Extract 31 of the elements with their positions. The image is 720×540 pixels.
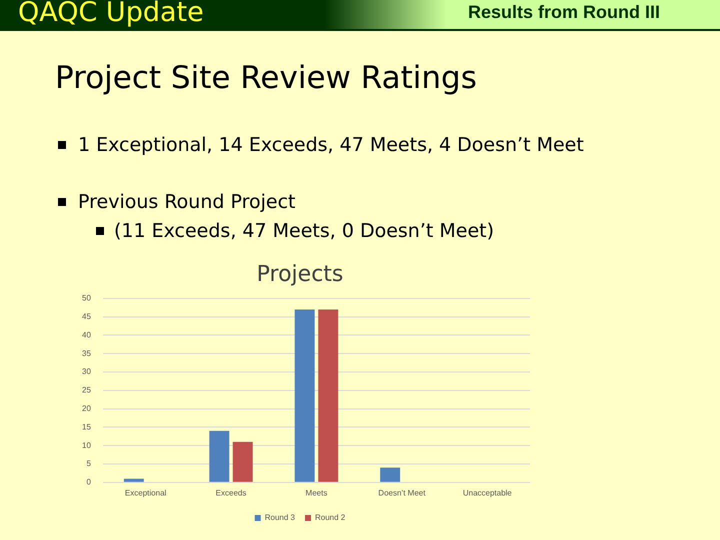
text: QAQC Update bbox=[18, 0, 204, 28]
y-tick-label: 0 bbox=[86, 478, 92, 487]
chart-title: Projects bbox=[256, 262, 344, 287]
y-tick-label: 35 bbox=[82, 348, 92, 358]
bar bbox=[209, 430, 230, 482]
x-tick-label: Doesn’t Meet bbox=[378, 488, 426, 498]
legend-label: Round 3 bbox=[264, 513, 296, 522]
text: Results from Round III bbox=[468, 2, 660, 23]
text: 1 Exceptional, 14 Exceeds, 47 Meets, 4 Doesn’t Meet bbox=[78, 134, 584, 156]
bar bbox=[318, 309, 338, 482]
y-tick-label: 25 bbox=[82, 386, 92, 395]
x-tick-label: Exceptional bbox=[124, 488, 167, 498]
bar bbox=[294, 309, 315, 482]
y-tick-label: 20 bbox=[82, 404, 92, 414]
x-tick-label: Meets bbox=[306, 488, 328, 498]
y-tick-label: 15 bbox=[82, 422, 92, 432]
bar bbox=[380, 468, 400, 482]
x-tick-label: Unacceptable bbox=[462, 488, 512, 498]
legend-label: Round 2 bbox=[315, 513, 346, 522]
bar bbox=[124, 478, 144, 482]
y-tick-label: 50 bbox=[82, 294, 92, 303]
bar bbox=[232, 442, 253, 482]
text: (11 Exceeds, 47 Meets, 0 Doesn’t Meet) bbox=[114, 220, 494, 242]
y-tick-label: 45 bbox=[82, 312, 92, 322]
y-tick-label: 40 bbox=[82, 330, 92, 340]
text: Project Site Review Ratings bbox=[55, 60, 477, 96]
y-tick-label: 5 bbox=[86, 459, 92, 468]
y-tick-label: 10 bbox=[82, 440, 92, 450]
text: Previous Round Project bbox=[78, 191, 296, 213]
x-tick-label: Exceeds bbox=[216, 488, 246, 498]
y-tick-label: 30 bbox=[82, 367, 92, 376]
